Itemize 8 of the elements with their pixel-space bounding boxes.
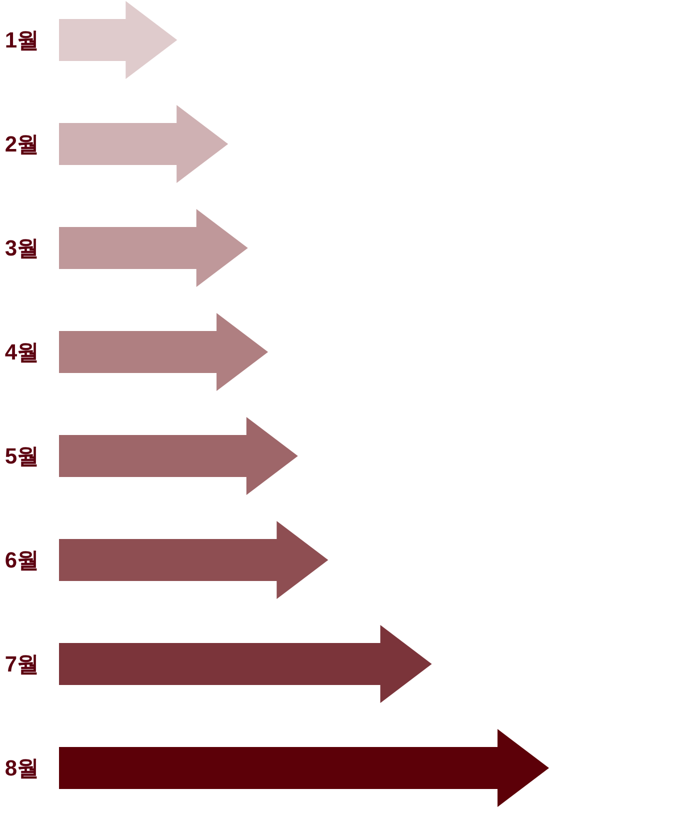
- y-tick-label: 3월: [4, 236, 40, 260]
- y-tick-label: 7월: [4, 652, 40, 676]
- y-tick-label: 4월: [4, 340, 40, 364]
- y-tick-label: 6월: [4, 548, 40, 572]
- y-tick-label: 8월: [4, 756, 40, 780]
- y-tick-label: 1월: [4, 28, 40, 52]
- y-tick-label: 2월: [4, 132, 40, 156]
- y-tick-label: 5월: [4, 444, 40, 468]
